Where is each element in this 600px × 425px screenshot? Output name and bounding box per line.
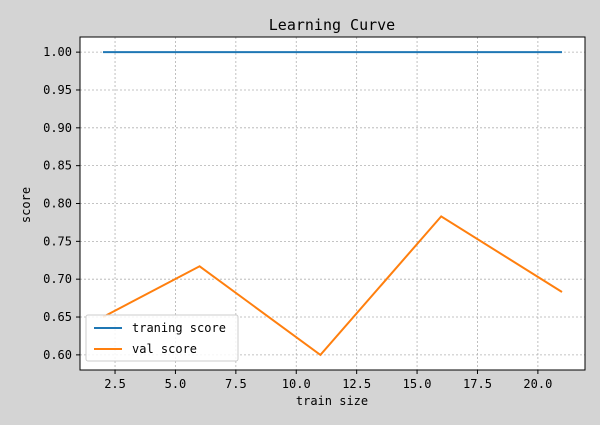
- y-axis-ticks: 0.60 0.65 0.70 0.75 0.80 0.85 0.90 0.95 1.00: [43, 45, 80, 362]
- y-axis-label: score: [19, 187, 33, 223]
- x-tick-label: 10.0: [282, 377, 311, 391]
- x-tick-label: 17.5: [463, 377, 492, 391]
- x-tick-label: 12.5: [342, 377, 371, 391]
- x-axis-ticks: 2.5 5.0 7.5 10.0 12.5 15.0 17.5 20.0: [104, 370, 552, 391]
- x-tick-label: 20.0: [523, 377, 552, 391]
- y-tick-label: 0.95: [43, 83, 72, 97]
- legend-label: traning score: [132, 321, 226, 335]
- x-tick-label: 7.5: [225, 377, 247, 391]
- x-tick-label: 15.0: [403, 377, 432, 391]
- y-tick-label: 0.85: [43, 159, 72, 173]
- y-tick-label: 0.80: [43, 197, 72, 211]
- legend: traning score val score: [86, 315, 238, 361]
- y-tick-label: 0.65: [43, 310, 72, 324]
- y-tick-label: 0.60: [43, 348, 72, 362]
- y-tick-label: 0.75: [43, 234, 72, 248]
- x-tick-label: 5.0: [165, 377, 187, 391]
- y-tick-label: 0.90: [43, 121, 72, 135]
- x-axis-label: train size: [296, 394, 368, 408]
- x-tick-label: 2.5: [104, 377, 126, 391]
- y-tick-label: 0.70: [43, 272, 72, 286]
- y-tick-label: 1.00: [43, 45, 72, 59]
- legend-label: val score: [132, 342, 197, 356]
- chart-title: Learning Curve: [269, 16, 395, 34]
